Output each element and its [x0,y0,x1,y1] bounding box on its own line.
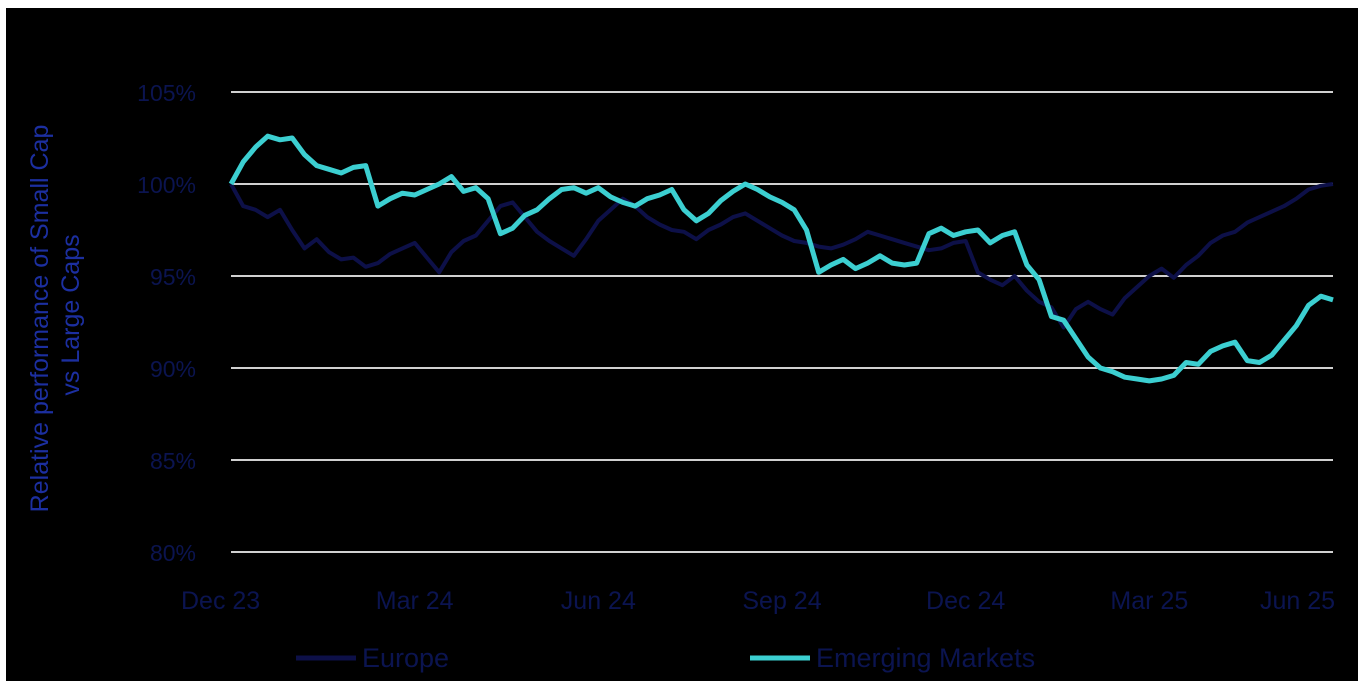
series-lines [228,133,1334,384]
y-tick-label: 100% [137,172,196,198]
y-tick-label: 95% [150,264,196,290]
y-axis-label-line-1: Relative performance of Small Cap [26,125,54,513]
y-tick-label: 105% [137,80,196,106]
x-tick-label: Sep 24 [742,587,821,615]
y-axis-ticks: 80% 85% 90% 95% 100% 105% [137,80,196,566]
x-tick-label: Mar 24 [376,587,454,615]
x-tick-label: Jun 25 [1260,587,1335,615]
y-tick-label: 85% [150,448,196,474]
x-tick-label: Jun 24 [561,587,636,615]
x-axis-ticks: Dec 23 Mar 24 Jun 24 Sep 24 Dec 24 Mar 25 Jun … [181,587,1335,615]
series-line-europe [229,182,1334,330]
y-tick-label: 90% [150,356,196,382]
legend: Europe Emerging Markets [296,643,1035,673]
x-tick-label: Dec 23 [181,587,260,615]
y-tick-label: 80% [150,540,196,566]
x-tick-label: Mar 25 [1110,587,1188,615]
x-tick-label: Dec 24 [926,587,1005,615]
legend-label-europe: Europe [362,643,449,673]
legend-label-emerging-markets: Emerging Markets [816,643,1035,673]
chart-background [6,8,1358,681]
y-axis-label-line-2: vs Large Caps [57,234,85,395]
gridlines [231,91,1333,553]
y-axis-label: Relative performance of Small Cap vs Lar… [26,118,85,513]
series-line-emerging-markets [228,133,1334,384]
